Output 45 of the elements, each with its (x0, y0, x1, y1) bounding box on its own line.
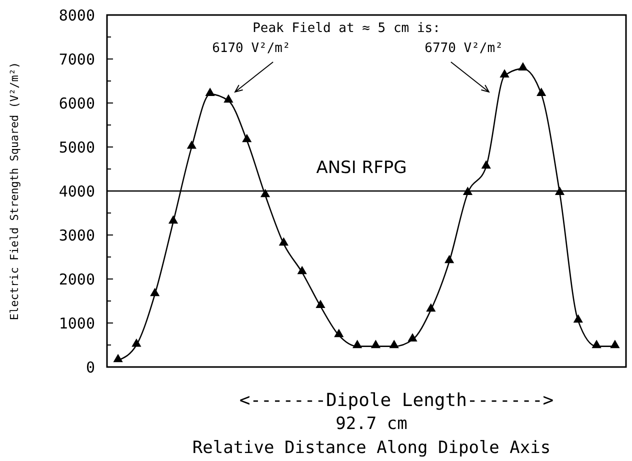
point (592, 340, 602, 348)
point (113, 354, 123, 362)
point (224, 94, 234, 103)
y-tick-label: 4000 (58, 182, 95, 200)
point (481, 160, 491, 169)
point (205, 88, 215, 96)
y-axis-title: Electric Field Strength Squared (V²/m²) (8, 62, 21, 320)
point (554, 186, 565, 195)
point (278, 237, 288, 246)
annotation: 6170 V²/m² (212, 41, 290, 56)
point (389, 340, 399, 348)
point (168, 215, 178, 224)
point (370, 340, 381, 348)
y-tick-label: 3000 (58, 226, 95, 244)
point (500, 69, 510, 78)
point (408, 333, 418, 342)
y-tick-label: 6000 (58, 94, 95, 112)
point (242, 134, 252, 142)
point (316, 300, 326, 308)
point (352, 340, 362, 348)
annotation: Peak Field at ≈ 5 cm is: (252, 21, 440, 36)
point (573, 314, 583, 323)
y-tick-label: 0 (86, 358, 95, 376)
point (426, 303, 436, 312)
point (260, 188, 270, 198)
x-axis-title: Relative Distance Along Dipole Axis (192, 438, 551, 458)
point (132, 338, 142, 347)
y-tick-label: 5000 (58, 138, 95, 156)
ref-line-label: ANSI RFPG (316, 158, 407, 178)
annotation: 6770 V²/m² (424, 41, 503, 56)
y-tick-label: 7000 (58, 50, 95, 68)
point (334, 328, 344, 338)
point (444, 254, 454, 264)
point (610, 340, 620, 348)
point (462, 186, 473, 195)
y-tick-label: 8000 (58, 6, 95, 24)
point (186, 140, 196, 149)
y-tick-label: 1000 (58, 314, 95, 332)
y-tick-label: 2000 (58, 270, 95, 288)
point (150, 288, 160, 296)
point (536, 88, 546, 96)
text: <-------Dipole Length-------> (239, 390, 554, 411)
point (297, 266, 307, 274)
text: 92.7 cm (336, 414, 408, 434)
point (518, 62, 528, 70)
